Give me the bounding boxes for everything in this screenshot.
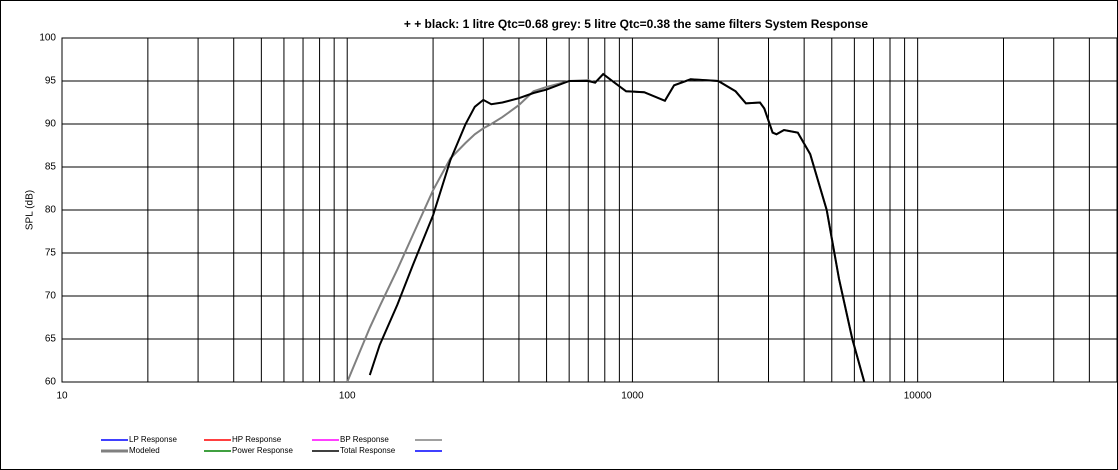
y-tick-label: 100 bbox=[39, 33, 56, 44]
x-tick-label: 10000 bbox=[904, 391, 932, 402]
legend-label: LP Response bbox=[129, 435, 177, 444]
x-tick-label: 100 bbox=[339, 391, 356, 402]
y-tick-label: 80 bbox=[45, 205, 57, 216]
y-tick-label: 95 bbox=[45, 76, 57, 87]
grid: 60 65 70 75 80 85 90 95 100 10 100 1000 10000 bbox=[39, 33, 1118, 402]
chart-title: + + black: 1 litre Qtc=0.68 grey: 5 litr… bbox=[404, 17, 869, 31]
series-line bbox=[368, 72, 866, 382]
legend-label: Power Response bbox=[232, 446, 293, 455]
y-tick-label: 60 bbox=[45, 377, 57, 388]
legend-label: HP Response bbox=[232, 435, 282, 444]
y-axis-label: SPL (dB) bbox=[25, 190, 36, 230]
legend-label: Total Response bbox=[340, 446, 396, 455]
legend-label: BP Response bbox=[340, 435, 389, 444]
x-tick-label: 1000 bbox=[621, 391, 644, 402]
x-tick-label: 10 bbox=[56, 391, 68, 402]
y-tick-label: 70 bbox=[45, 291, 57, 302]
legend-label: Modeled bbox=[129, 446, 160, 455]
y-tick-label: 65 bbox=[45, 334, 57, 345]
y-tick-label: 90 bbox=[45, 119, 57, 130]
y-tick-label: 85 bbox=[45, 162, 57, 173]
y-tick-label: 75 bbox=[45, 248, 57, 259]
curves bbox=[346, 72, 866, 382]
legend: LP Response HP Response BP Response Modeled… bbox=[101, 435, 442, 455]
